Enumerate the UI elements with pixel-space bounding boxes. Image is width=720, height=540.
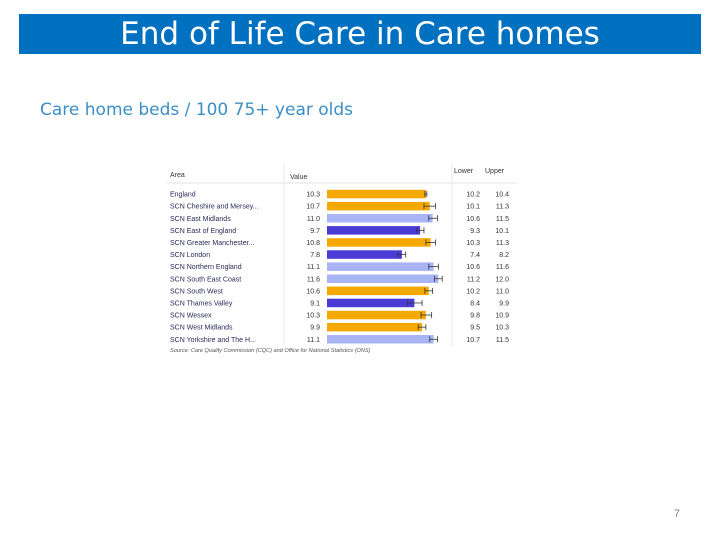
category-label: SCN South East Coast bbox=[170, 276, 241, 283]
care-home-beds-chart: Area Value Lower Upper England 10.3 10.2 10… bbox=[167, 162, 517, 354]
lower-ci-label: 9.3 bbox=[470, 228, 480, 235]
lower-ci-label: 10.2 bbox=[466, 192, 480, 199]
category-label: SCN London bbox=[170, 252, 210, 259]
upper-ci-label: 11.5 bbox=[496, 337, 509, 344]
lower-ci-label: 10.3 bbox=[466, 240, 480, 247]
category-label: SCN West Midlands bbox=[170, 325, 233, 332]
value-label: 11.1 bbox=[307, 337, 320, 344]
value-label: 9.7 bbox=[310, 228, 320, 235]
lower-ci-label: 10.6 bbox=[466, 264, 480, 271]
slide-title: End of Life Care in Care homes bbox=[19, 14, 701, 54]
data-bar bbox=[327, 262, 434, 271]
data-bar bbox=[327, 201, 430, 211]
lower-ci-label: 10.2 bbox=[466, 288, 480, 295]
category-label: England bbox=[170, 192, 196, 199]
value-label: 7.8 bbox=[310, 252, 320, 259]
data-bar bbox=[327, 298, 415, 308]
value-label: 10.8 bbox=[306, 240, 320, 247]
upper-ci-label: 11.3 bbox=[496, 240, 509, 247]
upper-ci-label: 10.1 bbox=[495, 228, 509, 235]
category-label: SCN South West bbox=[170, 288, 223, 295]
upper-ci-label: 11.6 bbox=[496, 264, 509, 271]
category-label: SCN Wessex bbox=[170, 313, 212, 320]
lower-ci-label: 9.5 bbox=[470, 325, 480, 332]
lower-ci-label: 10.1 bbox=[466, 204, 480, 211]
lower-ci-label: 9.8 bbox=[470, 313, 480, 320]
upper-ci-label: 11.3 bbox=[496, 204, 509, 211]
slide-number: 7 bbox=[673, 508, 680, 520]
header-upper: Upper bbox=[485, 168, 505, 175]
lower-ci-label: 10.7 bbox=[466, 337, 480, 344]
value-label: 11.6 bbox=[307, 276, 320, 283]
data-bar bbox=[327, 286, 429, 296]
header-value: Value bbox=[290, 174, 307, 181]
value-label: 9.9 bbox=[310, 325, 320, 332]
slide-subtitle: Care home beds / 100 75+ year olds bbox=[40, 100, 354, 120]
upper-ci-label: 9.9 bbox=[499, 300, 509, 307]
data-bar bbox=[327, 189, 426, 199]
data-bar bbox=[327, 274, 439, 283]
value-label: 9.1 bbox=[310, 300, 320, 307]
header-area: Area bbox=[170, 172, 185, 179]
category-label: SCN Cheshire and Mersey... bbox=[170, 204, 259, 211]
upper-ci-label: 10.4 bbox=[495, 192, 509, 199]
lower-ci-label: 8.4 bbox=[470, 300, 480, 307]
upper-ci-label: 8.2 bbox=[499, 252, 509, 259]
value-label: 11.1 bbox=[307, 264, 320, 271]
category-label: SCN East Midlands bbox=[170, 216, 231, 223]
category-label: SCN Yorkshire and The H... bbox=[170, 337, 256, 344]
data-bar bbox=[327, 310, 426, 320]
data-bar bbox=[327, 335, 434, 344]
data-bar bbox=[327, 238, 431, 247]
lower-ci-label: 11.2 bbox=[467, 276, 480, 283]
value-label: 11.0 bbox=[307, 216, 320, 223]
upper-ci-label: 10.3 bbox=[495, 325, 509, 332]
data-bar bbox=[327, 214, 433, 223]
upper-ci-label: 12.0 bbox=[495, 276, 509, 283]
data-bar bbox=[327, 226, 421, 235]
source-note: Source: Care Quality Commission (CQC) an… bbox=[170, 348, 371, 354]
data-bar bbox=[327, 250, 402, 259]
lower-ci-label: 7.4 bbox=[470, 252, 480, 259]
category-label: SCN Thames Valley bbox=[170, 300, 233, 307]
upper-ci-label: 11.5 bbox=[496, 216, 509, 223]
category-label: SCN Northern England bbox=[170, 264, 242, 271]
upper-ci-label: 11.0 bbox=[496, 288, 509, 295]
category-label: SCN East of England bbox=[170, 228, 236, 235]
value-label: 10.3 bbox=[306, 313, 320, 320]
lower-ci-label: 10.6 bbox=[466, 216, 480, 223]
upper-ci-label: 10.9 bbox=[495, 313, 509, 320]
value-label: 10.3 bbox=[306, 192, 320, 199]
value-label: 10.7 bbox=[306, 204, 320, 211]
value-label: 10.6 bbox=[306, 288, 320, 295]
category-label: SCN Greater Manchester... bbox=[170, 240, 254, 247]
header-lower: Lower bbox=[454, 168, 474, 175]
data-bar bbox=[327, 322, 423, 332]
